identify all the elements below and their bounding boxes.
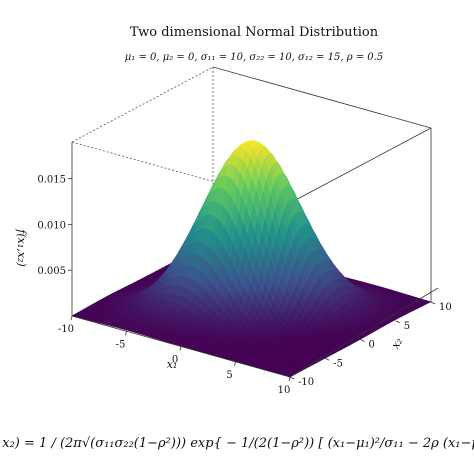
x-tick-mark [179,346,182,351]
x-tick-label: -5 [116,339,126,350]
box-edge [212,66,432,129]
chart-subtitle: μ₁ = 0, μ₂ = 0, σ₁₁ = 10, σ₂₂ = 10, σ₁₂ … [125,52,383,63]
x-axis-label: x₁ [167,358,178,371]
y-tick-mark [430,301,436,305]
y-axis-label: x₂ [389,335,406,351]
density-formula: , x₂) = 1 / (2π√(σ₁₁σ₂₂(1−ρ²))) exp{ − 1… [0,428,474,474]
box-edge [289,127,432,204]
chart-title: Two dimensional Normal Distribution [130,25,379,40]
y-tick-label: 5 [404,321,410,332]
z-tick-label: 0.005 [37,266,66,277]
x-tick-mark [234,361,236,366]
surface-plot: Two dimensional Normal Distribution μ₁ =… [15,25,452,396]
x-tick-mark [288,376,291,382]
z-tick-label: 0.015 [37,175,66,186]
surface-mesh [71,140,432,378]
x-tick-mark [70,315,73,321]
y-tick-mark [289,376,295,380]
z-axis-label: f(x₁,x₂) [15,228,28,266]
x-tick-mark [125,331,127,336]
y-tick-label: 0 [369,340,375,351]
density-formula-text: , x₂) = 1 / (2π√(σ₁₁σ₂₂(1−ρ²))) exp{ − 1… [0,436,474,451]
y-tick-mark [395,320,400,324]
y-tick-label: -5 [333,358,343,369]
x-tick-label: -10 [58,324,74,335]
box-edge [289,287,439,378]
tick-labels: -10 -5 0 5 10 -10 -5 0 5 10 0.005 0.010 0.015 [37,175,451,396]
x-tick-label: 5 [226,370,232,381]
x-tick-label: 10 [278,385,291,396]
x-tick-label: 0 [172,355,178,366]
z-tick-label: 0.010 [37,220,66,231]
y-tick-mark [360,339,365,342]
box-edge [71,66,214,143]
y-tick-mark [325,357,330,361]
y-tick-label: 10 [439,302,452,313]
y-tick-label: -10 [298,377,314,388]
